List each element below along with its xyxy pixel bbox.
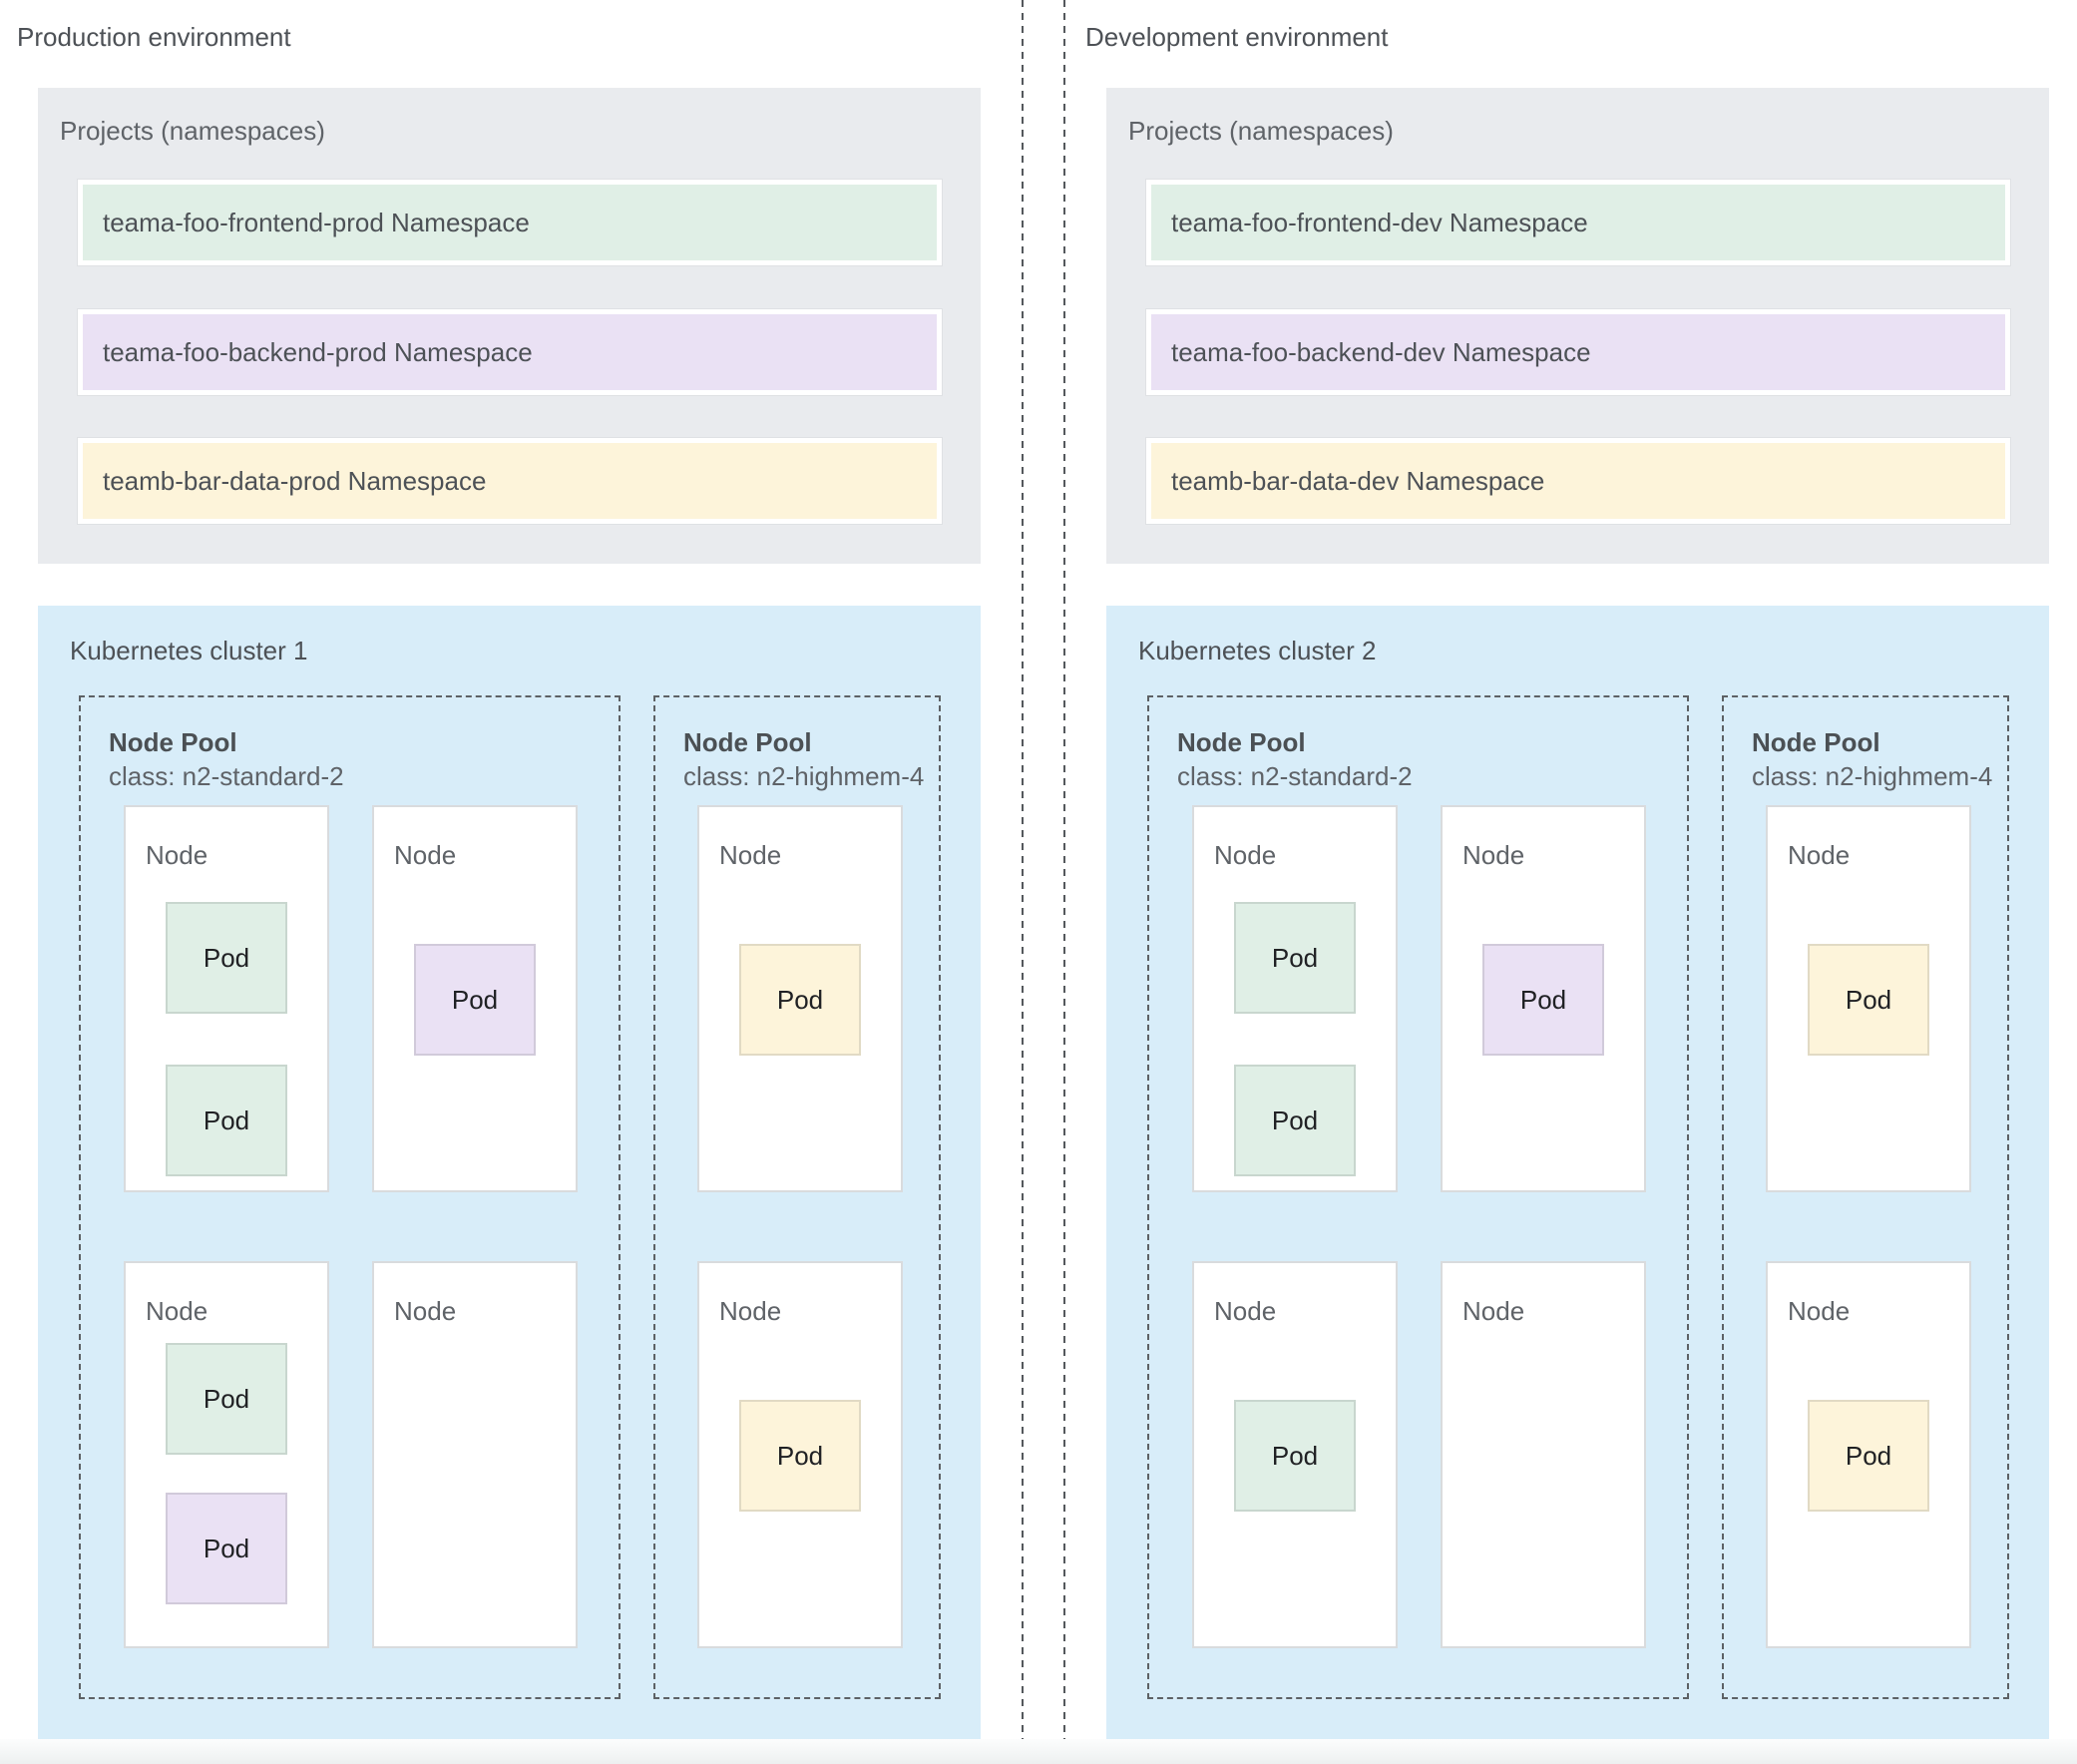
node-box: Node Pod Pod: [124, 1261, 329, 1648]
pod-box: Pod: [1808, 1400, 1929, 1512]
projects-namespaces-box: Projects (namespaces) teama-foo-frontend…: [1106, 88, 2049, 564]
node-box: Node Pod Pod: [124, 805, 329, 1192]
node-pool-class: class: n2-standard-2: [1177, 761, 1413, 791]
namespace-label: teama-foo-backend-dev Namespace: [1171, 336, 1591, 367]
node-box: Node Pod: [1766, 805, 1971, 1192]
node-label: Node: [719, 840, 782, 870]
node-box-empty: Node: [372, 1261, 578, 1648]
pod-box: Pod: [739, 1400, 861, 1512]
node-pool-standard: Node Pool class: n2-standard-2 Node Pod …: [79, 695, 621, 1699]
pod-box: Pod: [166, 1065, 287, 1176]
node-box: Node Pod: [697, 805, 903, 1192]
node-pool-class: class: n2-standard-2: [109, 761, 344, 791]
namespace-bar: teama-foo-frontend-dev Namespace: [1146, 180, 2010, 265]
namespace-label: teama-foo-frontend-prod Namespace: [103, 207, 530, 237]
pod-box: Pod: [1234, 902, 1356, 1014]
pod-box: Pod: [166, 1343, 287, 1455]
node-box: Node Pod Pod: [1192, 805, 1398, 1192]
pod-label: Pod: [1271, 1104, 1319, 1135]
node-label: Node: [394, 840, 457, 870]
pod-box: Pod: [1234, 1065, 1356, 1176]
production-environment-section: Production environment Projects (namespa…: [0, 0, 1009, 1764]
node-box-empty: Node: [1441, 1261, 1646, 1648]
environment-label: Development environment: [1085, 22, 1389, 52]
pod-box: Pod: [1482, 944, 1604, 1056]
node-label: Node: [719, 1296, 782, 1326]
environment-divider-line: [1022, 0, 1024, 1764]
node-box: Node Pod: [372, 805, 578, 1192]
node-label: Node: [1462, 1296, 1525, 1326]
pod-label: Pod: [203, 1533, 250, 1563]
node-pool-class: class: n2-highmem-4: [1752, 761, 1993, 791]
cluster-title: Kubernetes cluster 1: [70, 636, 308, 665]
environment-divider-line: [1063, 0, 1065, 1764]
node-label: Node: [1214, 1296, 1277, 1326]
node-box: Node Pod: [1441, 805, 1646, 1192]
pod-box: Pod: [739, 944, 861, 1056]
node-pool-highmem: Node Pool class: n2-highmem-4 Node Pod N…: [653, 695, 941, 1699]
pod-label: Pod: [1845, 984, 1892, 1015]
node-pool-name: Node Pool: [683, 727, 812, 757]
pod-label: Pod: [203, 1104, 250, 1135]
pod-box: Pod: [166, 1493, 287, 1604]
namespace-label: teama-foo-backend-prod Namespace: [103, 336, 533, 367]
cluster-title: Kubernetes cluster 2: [1138, 636, 1377, 665]
node-pool-header: Node Pool class: n2-standard-2: [109, 725, 344, 793]
node-label: Node: [394, 1296, 457, 1326]
node-pool-name: Node Pool: [1752, 727, 1880, 757]
environment-label: Production environment: [17, 22, 291, 52]
node-pool-highmem: Node Pool class: n2-highmem-4 Node Pod N…: [1722, 695, 2009, 1699]
node-label: Node: [146, 840, 208, 870]
pod-label: Pod: [1271, 942, 1319, 973]
pod-label: Pod: [776, 984, 824, 1015]
pod-label: Pod: [1845, 1440, 1892, 1471]
pod-box: Pod: [166, 902, 287, 1014]
node-pool-standard: Node Pool class: n2-standard-2 Node Pod …: [1147, 695, 1689, 1699]
node-label: Node: [1788, 840, 1851, 870]
namespace-bar: teamb-bar-data-dev Namespace: [1146, 438, 2010, 524]
node-pool-name: Node Pool: [1177, 727, 1306, 757]
pod-label: Pod: [203, 942, 250, 973]
projects-box-title: Projects (namespaces): [60, 116, 325, 146]
pod-label: Pod: [776, 1440, 824, 1471]
kubernetes-cluster-box: Kubernetes cluster 2 Node Pool class: n2…: [1106, 606, 2049, 1739]
projects-namespaces-box: Projects (namespaces) teama-foo-frontend…: [38, 88, 981, 564]
pod-box: Pod: [1234, 1400, 1356, 1512]
node-label: Node: [1788, 1296, 1851, 1326]
pod-box: Pod: [414, 944, 536, 1056]
node-pool-header: Node Pool class: n2-standard-2: [1177, 725, 1413, 793]
node-label: Node: [146, 1296, 208, 1326]
node-pool-header: Node Pool class: n2-highmem-4: [683, 725, 924, 793]
node-box: Node Pod: [1766, 1261, 1971, 1648]
node-label: Node: [1214, 840, 1277, 870]
pod-label: Pod: [203, 1383, 250, 1414]
namespace-bar: teamb-bar-data-prod Namespace: [78, 438, 942, 524]
pod-box: Pod: [1808, 944, 1929, 1056]
pod-label: Pod: [451, 984, 499, 1015]
namespace-bar: teama-foo-backend-dev Namespace: [1146, 309, 2010, 395]
development-environment-section: Development environment Projects (namesp…: [1068, 0, 2077, 1764]
pod-label: Pod: [1519, 984, 1567, 1015]
namespace-label: teamb-bar-data-prod Namespace: [103, 465, 487, 496]
node-box: Node Pod: [1192, 1261, 1398, 1648]
projects-box-title: Projects (namespaces): [1128, 116, 1394, 146]
node-box: Node Pod: [697, 1261, 903, 1648]
namespace-label: teamb-bar-data-dev Namespace: [1171, 465, 1545, 496]
pod-label: Pod: [1271, 1440, 1319, 1471]
node-pool-header: Node Pool class: n2-highmem-4: [1752, 725, 1992, 793]
node-label: Node: [1462, 840, 1525, 870]
node-pool-name: Node Pool: [109, 727, 237, 757]
node-pool-class: class: n2-highmem-4: [683, 761, 925, 791]
namespace-bar: teama-foo-backend-prod Namespace: [78, 309, 942, 395]
namespace-label: teama-foo-frontend-dev Namespace: [1171, 207, 1588, 237]
kubernetes-cluster-box: Kubernetes cluster 1 Node Pool class: n2…: [38, 606, 981, 1739]
bottom-page-strip: [0, 1739, 2077, 1764]
namespace-bar: teama-foo-frontend-prod Namespace: [78, 180, 942, 265]
